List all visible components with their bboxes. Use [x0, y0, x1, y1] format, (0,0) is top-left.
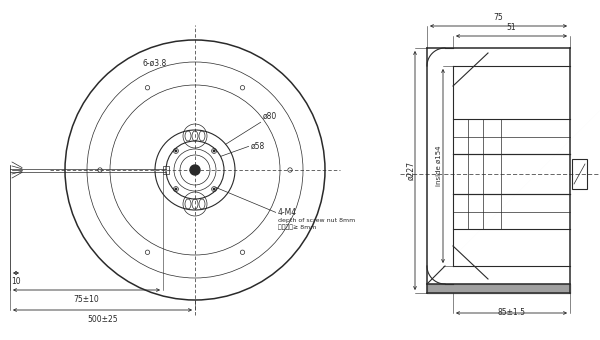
Bar [163, 166, 169, 174]
Text: 螺紋深度≥ 8mm: 螺紋深度≥ 8mm [278, 224, 316, 230]
Text: 85±1.5: 85±1.5 [497, 308, 526, 317]
Text: ø58: ø58 [251, 142, 265, 151]
Text: ø227: ø227 [407, 161, 415, 180]
Text: 6-ø3.8: 6-ø3.8 [143, 58, 167, 68]
Text: 75±10: 75±10 [74, 295, 100, 304]
Text: inside ø154: inside ø154 [436, 146, 442, 186]
Circle shape [213, 188, 215, 190]
Circle shape [190, 165, 200, 175]
Bar [572, 159, 587, 189]
Text: ø80: ø80 [263, 111, 277, 120]
Text: 75: 75 [494, 13, 503, 22]
Circle shape [175, 150, 177, 152]
Circle shape [175, 188, 177, 190]
Text: 4-M4: 4-M4 [278, 208, 297, 217]
Text: 10: 10 [11, 277, 21, 286]
Circle shape [213, 150, 215, 152]
Text: 500±25: 500±25 [87, 315, 118, 324]
Text: depth of screw nut 8mm: depth of screw nut 8mm [278, 218, 355, 223]
Text: 51: 51 [506, 23, 517, 32]
